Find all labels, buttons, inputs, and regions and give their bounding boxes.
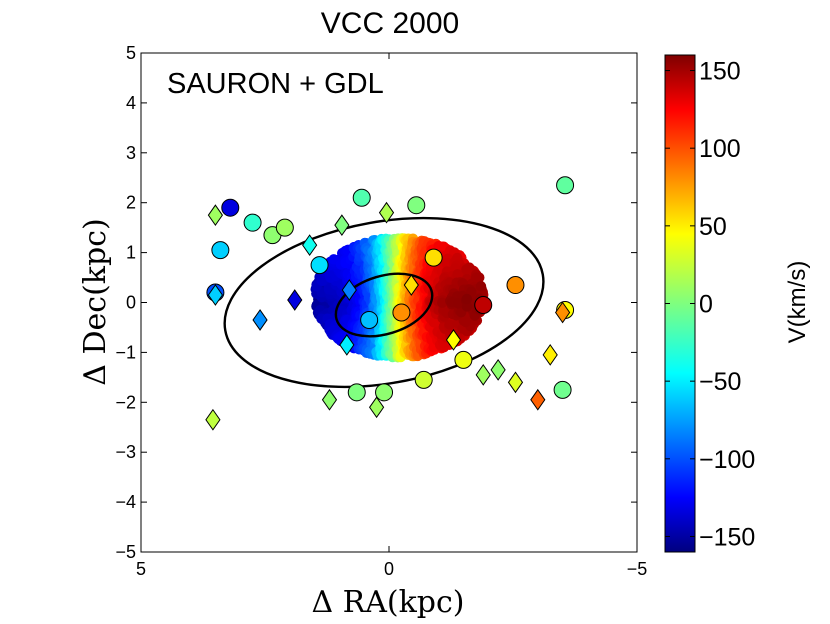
pn-diamond-marker [507,371,524,394]
ifu-spaxel [475,281,487,292]
pn-diamond-marker [368,396,385,419]
pn-diamond-marker [403,274,419,296]
y-tick-label: 3 [126,143,136,163]
gc-circle-marker [275,218,294,237]
pn-diamond-marker [490,358,506,381]
plot-annotation: SAURON + GDL [167,68,384,100]
chart-title: VCC 2000 [321,7,459,40]
y-axis: −5 −4 −3 −2 −1 0 1 2 3 4 5 [115,43,637,562]
pn-diamond-marker [475,363,491,386]
ifu-spaxel [461,264,472,275]
colorbar-tick-label: 50 [699,213,727,241]
gc-circle-marker [454,350,473,369]
pn-diamond-marker [445,329,462,351]
y-tick-label: 4 [126,93,136,113]
colorbar-tick-label: 150 [699,58,741,86]
ifu-spaxel [444,319,455,330]
pn-diamond-marker [334,214,350,237]
y-tick-label: 5 [126,43,136,63]
pn-diamond-marker [205,408,221,431]
ifu-spaxel [428,317,440,328]
ifu-spaxel [474,272,485,283]
y-tick-label: 2 [126,193,136,213]
gc-circle-marker [347,383,366,402]
y-tick-label: 0 [126,293,136,313]
gc-circle-marker [375,383,394,402]
pn-diamond-marker [530,388,546,411]
gc-circle-marker [424,248,443,267]
isophote-ellipses [223,216,545,389]
ifu-spaxel [452,298,464,309]
y-tick-label: −3 [115,442,136,462]
gc-circle-marker [407,196,426,215]
sauron-velocity-field [310,233,489,363]
pn-diamond-marker [542,344,558,366]
inner-isophote [334,272,434,338]
pn-diamond-marker [321,388,338,411]
gc-circle-marker [310,256,329,275]
colorbar-tick-label: 100 [699,135,741,163]
tracer-markers [205,176,575,431]
outer-isophote [223,216,545,389]
y-tick-label: −1 [115,342,136,362]
gc-circle-marker [211,241,230,260]
pn-diamond-marker [252,309,268,331]
ifu-spaxel [461,301,473,312]
pn-diamond-marker [302,234,318,256]
gc-circle-marker [392,303,411,322]
gc-circle-marker [506,276,525,295]
ifu-spaxel [458,315,469,326]
y-tick-label: −5 [115,542,136,562]
pn-diamond-marker [341,279,357,301]
ifu-spaxel [328,254,339,265]
gc-circle-marker [352,188,371,207]
gc-circle-marker [360,310,379,329]
colorbar-label: V(km/s) [784,261,811,344]
x-tick-label: 5 [136,559,146,579]
pn-diamond-marker [207,204,224,227]
y-axis-label: Δ Dec(kpc) [78,218,113,385]
y-tick-label: −2 [115,392,136,412]
gc-circle-marker [553,380,572,399]
pn-diamond-marker [378,201,395,224]
gc-circle-marker [414,370,433,389]
gc-circle-marker [474,295,493,314]
y-tick-label: 1 [126,243,136,263]
gc-circle-marker [556,176,575,195]
colorbar-tick-label: −100 [699,446,755,474]
colorbar-tick-label: 0 [699,291,713,319]
colorbar-tick-label: −50 [699,368,741,396]
pn-diamond-marker [554,301,571,324]
pn-diamond-marker [207,284,224,306]
ifu-spaxel [461,293,473,305]
x-tick-label: 0 [384,559,394,579]
pn-diamond-marker [287,289,303,311]
ifu-spaxel [437,297,448,308]
gc-circle-marker [221,198,240,217]
x-axis: 5 0 −5 [136,53,647,579]
pn-diamond-marker [339,334,355,356]
y-tick-label: −4 [115,492,136,512]
gc-circle-marker [243,213,262,232]
colorbar-tick-label: −150 [699,523,755,551]
x-axis-label: Δ RA(kpc) [311,585,464,620]
x-tick-label: −5 [627,559,648,579]
colorbar-axis: −150 −100 −50 0 50 100 150 [665,58,755,551]
